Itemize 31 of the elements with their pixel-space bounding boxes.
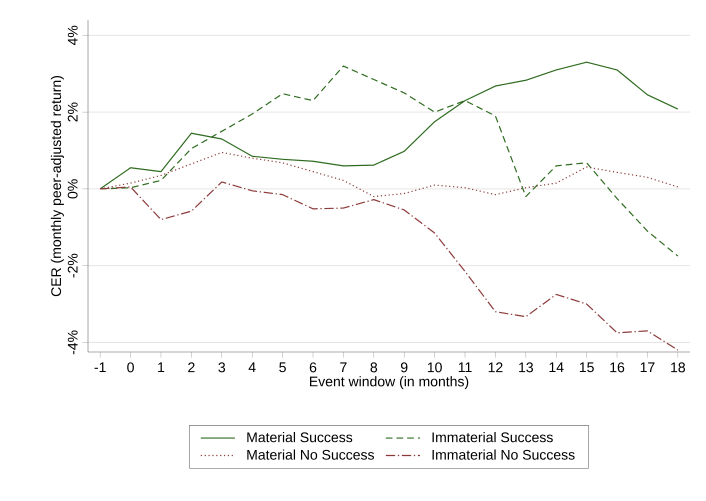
y-tick-label: 2% [68, 102, 78, 122]
y-tick-label: 4% [68, 26, 78, 46]
x-tick-label: 18 [671, 362, 686, 372]
x-axis-title: Event window (in months) [310, 376, 468, 390]
x-tick-label: 9 [400, 362, 408, 372]
x-tick-label: 12 [488, 362, 502, 372]
x-tick-label: 10 [428, 362, 442, 372]
legend-label: Immaterial No Success [432, 449, 575, 460]
x-tick-label: 17 [640, 362, 655, 372]
x-tick-label: 11 [458, 362, 472, 372]
x-tick-label: 7 [340, 362, 347, 372]
legend-label: Material Success [247, 432, 352, 442]
x-tick-label: 13 [519, 362, 533, 372]
x-tick-label: -1 [94, 362, 106, 372]
x-tick-label: 1 [158, 362, 164, 372]
x-tick-label: 0 [127, 362, 134, 372]
x-tick-label: 8 [370, 362, 378, 372]
legend-label: Material No Success [247, 449, 374, 460]
y-tick-label: -2% [68, 254, 78, 278]
x-tick-label: 6 [310, 362, 316, 372]
x-tick-label: 5 [279, 362, 286, 372]
x-tick-label: 4 [248, 362, 256, 372]
x-tick-label: 2 [188, 362, 195, 372]
y-axis-title: CER (monthly peer-adjusted return) [50, 76, 64, 296]
x-tick-label: 14 [550, 362, 564, 372]
y-tick-label: 0% [68, 179, 78, 198]
x-tick-label: 16 [610, 362, 624, 372]
y-tick-label: -4% [68, 330, 78, 354]
x-tick-label: 3 [218, 362, 226, 372]
legend-label: Immaterial Success [432, 432, 553, 442]
x-tick-label: 15 [580, 362, 594, 372]
